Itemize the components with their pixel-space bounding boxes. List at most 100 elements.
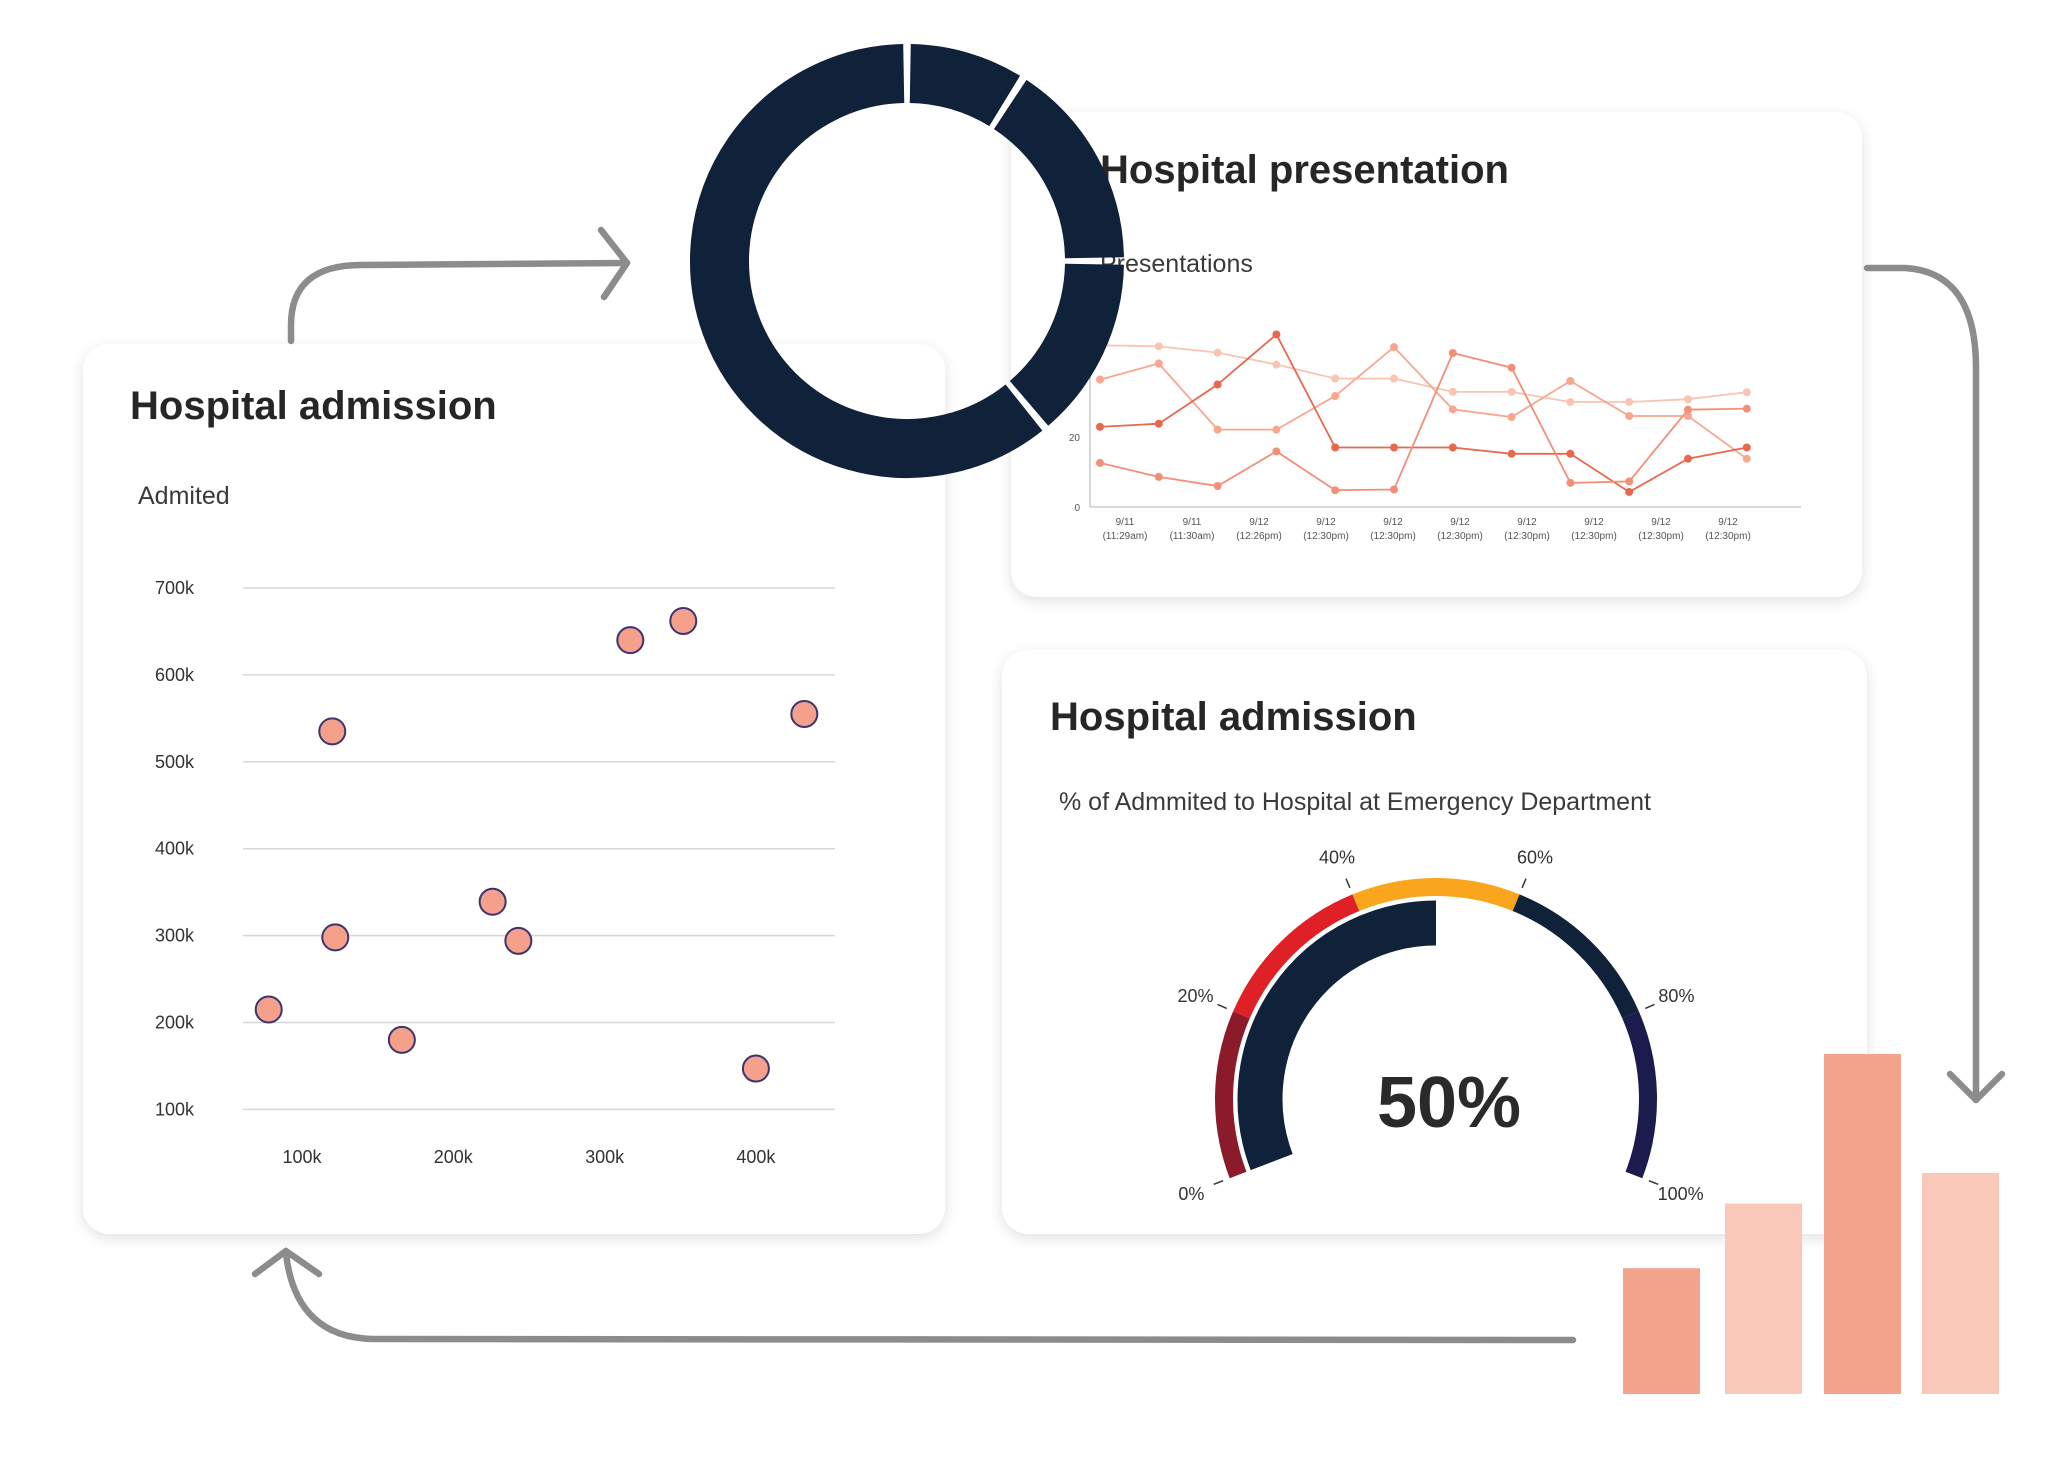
series-point xyxy=(1390,343,1398,352)
series-point xyxy=(1213,425,1222,434)
y-tick-label: 300k xyxy=(155,926,195,946)
card-title: Hospital presentation xyxy=(1100,148,1509,192)
series-point xyxy=(1625,487,1634,496)
x-tick-label: 9/12 xyxy=(1316,517,1336,528)
x-tick-label: 9/12 xyxy=(1584,517,1604,528)
series-point xyxy=(1742,388,1751,397)
series-point xyxy=(1566,478,1575,487)
x-tick-label: 9/12 xyxy=(1718,517,1738,528)
series-point xyxy=(1507,449,1516,458)
series-point xyxy=(1684,395,1692,404)
y-tick-label: 200k xyxy=(155,1013,195,1033)
series-point xyxy=(1390,443,1398,452)
gauge-band xyxy=(1512,894,1639,1019)
series-point xyxy=(1272,425,1281,434)
series-point xyxy=(1507,363,1516,372)
y-tick-label: 600k xyxy=(155,665,195,685)
arrow-head-icon xyxy=(597,226,631,301)
series-point xyxy=(1331,374,1340,383)
series-point xyxy=(1507,387,1516,396)
series-point xyxy=(1390,374,1398,383)
bar xyxy=(1922,1173,1999,1394)
scatter-point xyxy=(669,607,698,636)
gauge-tick-label: 20% xyxy=(1178,986,1214,1006)
x-tick-label: (11:30am) xyxy=(1170,531,1215,542)
series-point xyxy=(1507,413,1516,422)
series-point xyxy=(1096,422,1104,431)
x-tick-label: 200k xyxy=(434,1147,474,1167)
series-point xyxy=(1096,375,1104,384)
gauge-tick-label: 0% xyxy=(1178,1184,1204,1204)
series-point xyxy=(1684,405,1692,414)
gauge-tick-label: 80% xyxy=(1658,986,1694,1006)
arrow-head-icon xyxy=(1946,1070,2006,1104)
gauge-band xyxy=(1352,878,1520,912)
donut-segment xyxy=(908,44,1021,127)
series-point xyxy=(1154,342,1163,351)
scatter-point xyxy=(321,923,350,952)
scatter-point xyxy=(478,887,507,916)
series-point xyxy=(1566,398,1575,406)
x-tick-label: 9/12 xyxy=(1383,517,1403,528)
card-subtitle: % of Admmited to Hospital at Emergency D… xyxy=(1059,788,1651,816)
flow-arrow-line xyxy=(287,259,631,345)
admission-scatter-card: Hospital admission Admited xyxy=(83,344,945,1234)
flow-arrow-line xyxy=(1863,264,1980,1104)
scatter-point xyxy=(318,717,347,746)
x-tick-label: (12:30pm) xyxy=(1370,531,1416,542)
series-line xyxy=(1099,351,1747,492)
y-tick-label: 700k xyxy=(155,578,195,598)
series-point xyxy=(1154,419,1163,428)
x-tick-label: 100k xyxy=(282,1147,322,1167)
gauge-band xyxy=(1215,1011,1250,1179)
series-point xyxy=(1448,443,1457,452)
x-tick-label: 9/12 xyxy=(1651,517,1671,528)
x-tick-label: (12:30pm) xyxy=(1303,531,1349,542)
series-point xyxy=(1331,486,1340,495)
series-point xyxy=(1625,398,1634,406)
donut-segment xyxy=(993,79,1124,259)
card-title: Hospital admission xyxy=(130,384,497,428)
series-point xyxy=(1154,359,1163,368)
series-point xyxy=(1390,485,1398,494)
gauge-value-label: 50% xyxy=(1377,1063,1521,1143)
series-point xyxy=(1742,454,1751,463)
gauge-tick-label: 40% xyxy=(1319,847,1355,867)
flow-arrow-line xyxy=(282,1250,1577,1344)
x-tick-label: (12:30pm) xyxy=(1638,531,1684,542)
series-point xyxy=(1154,472,1163,481)
series-point xyxy=(1625,412,1634,420)
x-tick-label: 9/11 xyxy=(1183,517,1202,528)
x-tick-label: (12:30pm) xyxy=(1571,531,1617,542)
y-tick-label: 20 xyxy=(1069,433,1081,444)
series-line xyxy=(1099,344,1747,403)
series-point xyxy=(1566,449,1575,458)
scatter-point xyxy=(387,1025,416,1054)
bar xyxy=(1623,1268,1700,1394)
series-point xyxy=(1684,454,1692,463)
x-tick-label: 300k xyxy=(585,1147,625,1167)
series-point xyxy=(1566,377,1575,385)
x-tick-label: (12:26pm) xyxy=(1236,531,1282,542)
gauge-value-arc xyxy=(1237,900,1437,1171)
scatter-point xyxy=(616,626,645,655)
series-point xyxy=(1272,447,1281,456)
y-tick-label: 0 xyxy=(1074,503,1080,514)
series-line xyxy=(1099,345,1748,460)
gauge-tick xyxy=(1345,878,1351,889)
gauge-tick-label: 100% xyxy=(1658,1184,1704,1204)
card-subtitle: Admited xyxy=(138,482,230,510)
series-point xyxy=(1448,349,1457,357)
series-point xyxy=(1742,404,1751,413)
series-point xyxy=(1272,330,1281,339)
donut-segment xyxy=(1009,263,1124,426)
gauge-tick xyxy=(1521,878,1527,889)
scatter-point xyxy=(741,1054,770,1083)
gauge-tick xyxy=(1648,1180,1659,1185)
scatter-point xyxy=(254,995,283,1024)
series-point xyxy=(1742,443,1751,452)
series-point xyxy=(1213,348,1222,357)
series-point xyxy=(1331,443,1340,452)
